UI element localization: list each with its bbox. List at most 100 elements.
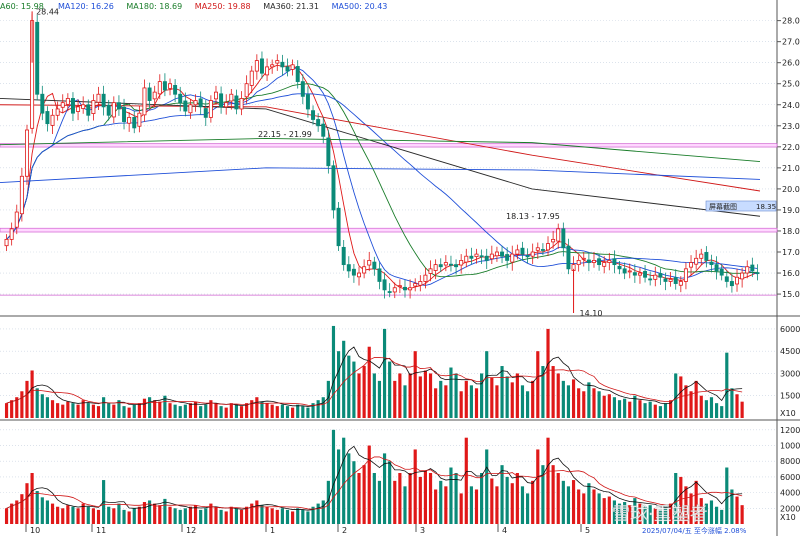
moving-average-line [6,64,758,290]
candle-body [193,100,198,106]
volume-bar [423,370,428,418]
volume-bar [30,370,34,418]
candle-body [581,257,586,260]
volume2-bar [474,489,479,524]
candle-body [137,112,142,127]
volume-bar [255,397,259,418]
volume-bar [418,376,422,418]
candle-body [280,61,285,68]
candle-body [592,260,596,263]
volume-bar [132,404,136,418]
volume2-bar [147,500,152,524]
candle-body [208,100,213,118]
candle-body [244,83,249,98]
candle-body [70,98,75,114]
volume2-bar [541,465,545,524]
volume-bar [515,373,519,418]
volume-bar [510,382,514,418]
candle-body [566,245,571,270]
candle-body [336,207,341,247]
volume2-bar [658,509,662,524]
volume-bar [173,404,177,418]
volume-bar [699,395,703,418]
volume-bar [393,380,397,418]
volume2-bar [592,489,596,524]
ma-legend-item: MA360: 21.31 [263,2,319,11]
candle-body [668,278,673,282]
candle-body [65,98,70,105]
volume-bar [490,377,494,418]
candle-body [142,87,147,116]
volume2-bar [316,503,320,524]
candle-body [377,268,382,282]
candle-body [382,279,387,291]
month-label: 2 [342,526,347,535]
candle-body [341,246,346,266]
volume2-bar [495,486,499,524]
candle-body [14,211,19,228]
volume-bar [684,385,688,418]
volume-bar [168,403,172,418]
volume-bar [648,401,652,418]
volume-bar [709,397,714,418]
volume2-bar [239,509,244,524]
volume-bar [740,401,744,418]
volume-bar [347,355,351,418]
volume-bar [454,373,458,418]
candle-body [520,247,525,255]
long-moving-average-line [0,104,761,192]
candle-body [546,243,550,251]
volume-bar [296,404,300,418]
volume2-bar [362,465,366,524]
volume2-bar [331,429,336,524]
volume2-bar [413,449,417,524]
candle-body [157,81,162,95]
month-label: 12 [186,526,196,535]
volume-bar [188,403,193,418]
volume-bar [61,404,65,418]
candle-body [168,83,172,89]
volume2-bar [56,506,60,524]
candle-body [367,260,372,266]
vol2-tick-label: 4000 [780,489,800,498]
candle-body [525,255,530,258]
candle-body [597,258,602,266]
volume-bar [612,397,617,418]
volume2-bar [449,467,453,524]
volume2-bar [490,478,494,524]
volume-bar [449,367,453,418]
candle-body [326,137,331,167]
volume2-bar [500,465,504,524]
candle-body [602,262,607,267]
volume2-bar [15,500,19,524]
volume2-bar [250,503,254,524]
candle-body [561,228,566,249]
candle-body [454,264,459,268]
candle-body [111,102,116,118]
candle-body [714,264,719,272]
candle-body [188,104,193,114]
candle-body [60,102,65,108]
vol1-unit-label: X10 [780,409,796,418]
volume2-bar [669,503,673,524]
candle-body [116,102,121,110]
candle-body [346,264,351,272]
candle-body [9,228,14,240]
volume-bar [735,394,739,418]
candle-body [351,268,356,276]
vol2-tick-label: 12000 [780,426,800,435]
volume-bar [178,406,182,418]
volume-bar [525,391,530,418]
volume2-bar [577,489,581,524]
candle-body [576,260,581,266]
ma-legend-item: MA180: 18.69 [126,2,182,11]
month-label: 5 [585,526,590,535]
volume2-bar [740,505,744,524]
volume2-bar [112,508,116,524]
candle-body [607,260,612,263]
price-tick-label: 24.00 [782,101,800,110]
volume-bar [280,404,284,418]
volume2-bar [694,480,698,524]
candle-body [265,66,270,76]
candle-body [719,268,724,276]
